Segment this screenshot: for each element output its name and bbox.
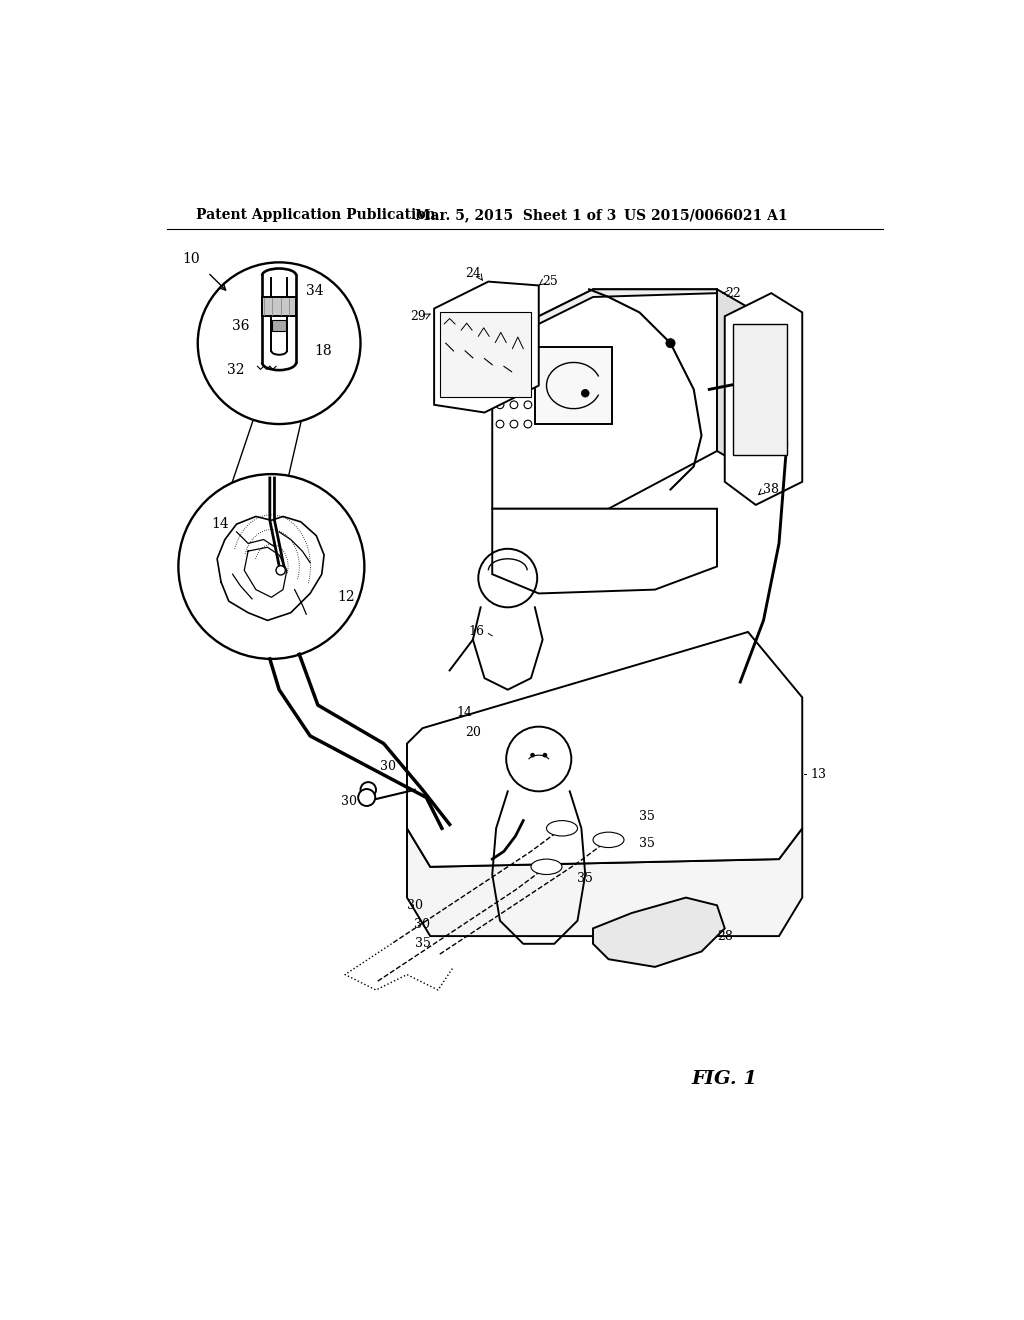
Circle shape (198, 263, 360, 424)
Circle shape (178, 474, 365, 659)
Text: 16: 16 (469, 626, 484, 639)
Ellipse shape (547, 821, 578, 836)
Polygon shape (717, 289, 764, 478)
Polygon shape (493, 289, 717, 508)
Text: US 2015/0066021 A1: US 2015/0066021 A1 (624, 209, 787, 222)
Text: 38: 38 (764, 483, 779, 496)
Text: 29: 29 (411, 310, 426, 323)
Polygon shape (407, 829, 802, 936)
Bar (439, 313, 531, 397)
Text: 35: 35 (640, 810, 655, 824)
Text: 34: 34 (306, 284, 324, 298)
Text: 32: 32 (226, 363, 245, 378)
Text: 30: 30 (380, 760, 396, 774)
Text: 24: 24 (465, 268, 481, 280)
Circle shape (360, 781, 376, 797)
Polygon shape (593, 898, 725, 966)
Text: 35: 35 (640, 837, 655, 850)
Text: 14: 14 (211, 517, 228, 531)
Text: 30: 30 (407, 899, 423, 912)
Text: 30: 30 (341, 795, 356, 808)
Ellipse shape (531, 859, 562, 874)
Text: 28: 28 (717, 929, 733, 942)
Circle shape (582, 389, 589, 397)
Text: 35: 35 (578, 871, 593, 884)
Bar (732, 323, 786, 455)
Circle shape (358, 789, 375, 807)
Text: 36: 36 (232, 319, 250, 333)
Circle shape (276, 566, 286, 576)
Polygon shape (725, 293, 802, 506)
Circle shape (666, 339, 675, 348)
Polygon shape (493, 289, 717, 347)
Text: Mar. 5, 2015  Sheet 1 of 3: Mar. 5, 2015 Sheet 1 of 3 (415, 209, 616, 222)
Text: 13: 13 (810, 768, 826, 781)
Text: FIG. 1: FIG. 1 (692, 1069, 758, 1088)
Circle shape (543, 752, 547, 758)
Text: 22: 22 (725, 286, 740, 300)
Text: 35: 35 (415, 937, 431, 950)
Bar (262, 297, 296, 317)
Polygon shape (493, 508, 717, 594)
Ellipse shape (593, 832, 624, 847)
Text: 25: 25 (543, 275, 558, 288)
Text: 30: 30 (415, 917, 430, 931)
Bar (535, 347, 612, 424)
Polygon shape (434, 281, 539, 412)
Polygon shape (407, 632, 802, 867)
Text: 20: 20 (465, 726, 480, 739)
Text: 14: 14 (457, 706, 473, 719)
Text: 18: 18 (314, 345, 332, 358)
Text: 10: 10 (182, 252, 200, 267)
Text: Patent Application Publication: Patent Application Publication (197, 209, 436, 222)
Bar (272, 321, 286, 331)
Text: 12: 12 (337, 590, 355, 605)
Circle shape (530, 752, 535, 758)
